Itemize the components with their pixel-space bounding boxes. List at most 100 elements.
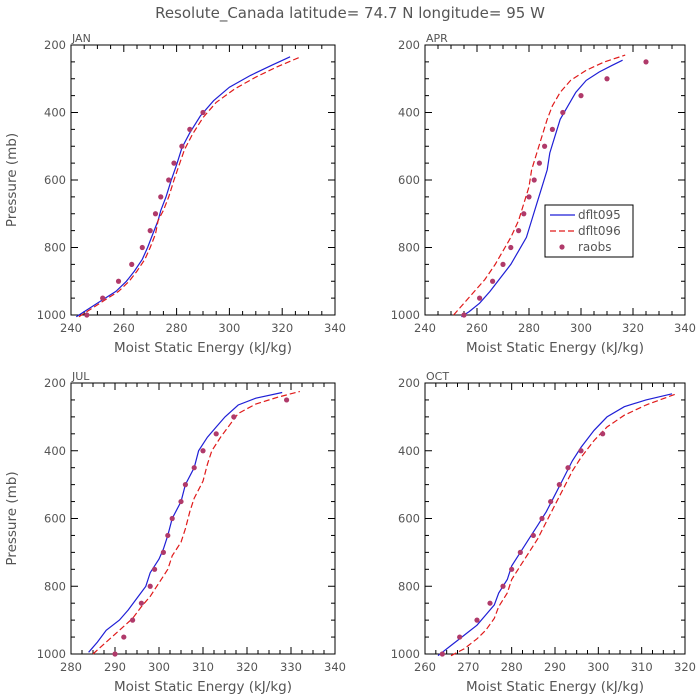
y-tick-label: 800 [44,241,66,255]
raobs-point [169,515,175,522]
raobs-point [549,126,556,132]
raobs-point [565,465,571,471]
x-tick-label: 300 [148,660,170,674]
raobs-point [516,228,522,234]
raobs-point [100,295,106,301]
x-axis-label: Moist Static Energy (kJ/kg) [114,679,292,695]
raobs-point [115,278,122,284]
series-line-dflt095 [88,391,283,653]
raobs-point [530,532,536,539]
series-line-dflt095 [437,393,673,657]
y-tick-label: 800 [44,579,66,593]
legend-swatch-raobs [559,244,565,250]
x-tick-label: 310 [192,660,214,674]
raobs-point [521,211,527,217]
x-tick-label: 300 [570,321,592,335]
y-tick-label: 600 [398,512,420,526]
raobs-point [284,397,290,403]
x-tick-label: 280 [166,321,188,335]
y-tick-label: 1000 [391,308,420,322]
panel-title: OCT [426,370,449,383]
raobs-point [139,244,145,251]
raobs-point [578,93,584,99]
x-tick-label: 320 [622,321,644,335]
series-line-dflt095 [75,56,291,318]
raobs-point [165,532,171,539]
raobs-point [121,634,127,640]
plot-frame [70,44,336,316]
y-axis-label: Pressure (mb) [4,133,20,227]
raobs-point [487,600,493,606]
x-tick-label: 300 [587,660,609,674]
x-tick-label: 340 [324,660,346,674]
raobs-point [560,109,566,116]
raobs-point [160,549,166,555]
panel-title: APR [426,32,448,45]
raobs-point [643,59,649,65]
raobs-point [187,126,193,132]
y-tick-label: 600 [44,173,66,187]
y-tick-label: 200 [398,376,420,390]
x-tick-label: 340 [674,321,696,335]
y-axis-label: Pressure (mb) [4,471,20,565]
raobs-point [130,617,136,623]
chart-title: Resolute_Canada latitude= 74.7 N longitu… [155,4,545,23]
raobs-point [147,583,153,589]
x-tick-label: 240 [60,321,82,335]
panel-title: JAN [71,32,91,45]
raobs-point [556,482,562,488]
y-tick-label: 1000 [391,647,420,661]
raobs-point [531,177,537,183]
raobs-point [604,76,610,82]
raobs-point [542,143,548,149]
series-line-dflt096 [78,56,301,318]
y-tick-label: 400 [44,106,66,120]
legend-label-dflt095: dflt095 [578,208,621,222]
raobs-point [231,414,237,420]
x-tick-label: 290 [544,660,566,674]
raobs-point [500,583,506,589]
y-tick-label: 800 [398,241,420,255]
x-tick-label: 260 [466,321,488,335]
x-tick-label: 320 [271,321,293,335]
raobs-point [213,431,219,437]
raobs-point [158,194,164,200]
plot-frame [424,382,686,655]
raobs-point [474,617,480,623]
plot-frame [70,382,336,655]
raobs-point [179,143,185,149]
raobs-point [548,498,554,505]
raobs-point [200,448,206,454]
legend-label-dflt096: dflt096 [578,224,621,238]
raobs-point [191,465,197,471]
raobs-point [500,261,506,267]
x-axis-label: Moist Static Energy (kJ/kg) [114,340,292,356]
raobs-point [171,160,177,166]
raobs-point [152,211,159,217]
panel-jul: JUL 280 290 300 310 320 330 340 200 400 600 800 1000… [4,370,346,695]
raobs-point [508,244,514,251]
raobs-point [166,177,172,183]
x-tick-label: 300 [218,321,240,335]
raobs-point [129,261,135,267]
raobs-point [490,278,496,284]
legend: dflt095 dflt096 raobs [544,204,634,258]
raobs-point [517,549,523,555]
plot-frame [424,44,686,316]
x-tick-label: 330 [280,660,302,674]
y-tick-label: 200 [44,38,66,52]
y-tick-label: 200 [398,38,420,52]
x-tick-label: 260 [414,660,436,674]
panel-oct: OCT 260 270 280 290 300 310 320 200 400 600 800 1000… [391,370,696,695]
y-tick-label: 400 [398,444,420,458]
x-axis-label: Moist Static Energy (kJ/kg) [466,340,644,356]
raobs-point [147,228,153,234]
raobs-point [509,566,515,572]
x-tick-label: 340 [324,321,346,335]
raobs-point [536,160,543,166]
x-tick-label: 310 [631,660,653,674]
x-tick-label: 320 [674,660,696,674]
x-axis-label: Moist Static Energy (kJ/kg) [466,679,644,695]
raobs-point [457,634,463,640]
